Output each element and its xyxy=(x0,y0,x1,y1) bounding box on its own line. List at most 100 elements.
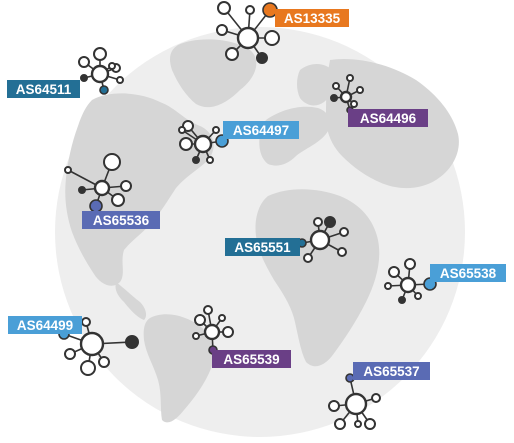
as65538-node xyxy=(414,292,422,300)
as13335-attach-node xyxy=(262,2,278,18)
as64497-node xyxy=(179,137,193,151)
as13335-node xyxy=(216,24,228,36)
as65539-node xyxy=(192,332,200,340)
as65551-cluster[interactable]: AS65551 xyxy=(225,216,349,263)
landmass-north-america xyxy=(65,93,214,286)
as65551-label-box xyxy=(225,238,300,256)
as65537-label: AS65537 xyxy=(363,364,419,379)
as64499-node xyxy=(81,317,91,327)
as65537-label-box xyxy=(353,362,430,380)
as64511-node xyxy=(80,74,88,82)
as64497-node xyxy=(178,126,186,134)
as64496-node xyxy=(356,86,364,94)
as65537-node xyxy=(334,418,346,430)
as65536-node xyxy=(64,166,72,174)
as65537-attach-node xyxy=(345,373,355,383)
as64497-node xyxy=(212,126,220,134)
as65537-cluster[interactable]: AS65537 xyxy=(328,362,430,430)
as13335-node xyxy=(225,47,239,61)
as64499-node xyxy=(125,335,139,349)
as13335-cluster[interactable]: AS13335 xyxy=(216,1,349,64)
as64511-node xyxy=(93,47,107,61)
landmass-scandinavia xyxy=(297,64,335,106)
as65539-node xyxy=(194,314,206,326)
as65537-hub-node xyxy=(344,392,368,416)
as64511-node xyxy=(78,56,90,68)
as65539-label-box xyxy=(212,350,291,368)
as65536-label: AS65536 xyxy=(93,213,150,228)
as64511-node xyxy=(108,62,116,70)
as64497-cluster[interactable]: AS64497 xyxy=(178,120,299,164)
as65539-node xyxy=(222,326,234,338)
as65536-node xyxy=(120,180,132,192)
as64497-label-box xyxy=(223,121,299,139)
as65536-node xyxy=(78,186,86,194)
as64499-node xyxy=(64,348,76,360)
as65551-node xyxy=(337,247,347,257)
as64511-node xyxy=(116,76,124,84)
as64511-label-box xyxy=(7,80,80,98)
as64499-cluster[interactable]: AS64499 xyxy=(8,316,139,376)
as64511-hub-node xyxy=(90,64,110,84)
as64511-label: AS64511 xyxy=(16,82,72,97)
as13335-node xyxy=(245,5,255,15)
as64499-label: AS64499 xyxy=(17,318,73,333)
as65538-node xyxy=(384,282,392,290)
as64497-node xyxy=(206,156,214,164)
as13335-label: AS13335 xyxy=(284,11,341,26)
as65538-hub-node xyxy=(399,276,417,294)
as13335-label-box xyxy=(275,9,349,27)
as64497-label: AS64497 xyxy=(233,123,289,138)
as64496-node xyxy=(346,74,354,82)
as65539-hub-node xyxy=(203,323,221,341)
as65536-node xyxy=(111,193,125,207)
as64496-node xyxy=(350,100,358,108)
as65551-node xyxy=(324,216,336,228)
as65537-node xyxy=(371,393,381,403)
as64497-node xyxy=(192,156,200,164)
as65539-label: AS65539 xyxy=(223,352,279,367)
as65537-node xyxy=(364,418,376,430)
as64496-node xyxy=(332,82,340,90)
as65551-node xyxy=(339,227,349,237)
as65539-node xyxy=(218,314,226,322)
as64499-node xyxy=(80,360,96,376)
as13335-node xyxy=(256,52,268,64)
as65536-label-box xyxy=(82,211,160,229)
as65538-node xyxy=(388,266,400,278)
as64499-node xyxy=(98,356,110,368)
as65551-node xyxy=(303,253,313,263)
as13335-node xyxy=(217,1,231,15)
as65539-node xyxy=(203,305,213,315)
landmass-south-america xyxy=(143,314,214,423)
as64496-label-box xyxy=(348,109,428,127)
as65538-node xyxy=(404,258,416,270)
as13335-node xyxy=(264,30,280,46)
as65537-node xyxy=(328,400,340,412)
as65537-node xyxy=(354,420,362,428)
as65538-label: AS65538 xyxy=(440,266,497,281)
as65536-attach-node xyxy=(89,199,103,213)
as64499-hub-node xyxy=(79,331,105,357)
landmass-central-america xyxy=(115,282,147,320)
as65538-node xyxy=(398,296,406,304)
as64499-label-box xyxy=(8,316,82,334)
as65551-label: AS65551 xyxy=(234,240,291,255)
as64496-cluster[interactable]: AS64496 xyxy=(330,74,428,127)
as64496-node xyxy=(330,94,338,102)
as64511-cluster[interactable]: AS64511 xyxy=(7,47,124,98)
as64496-hub-node xyxy=(339,90,353,104)
as65538-cluster[interactable]: AS65538 xyxy=(384,258,506,304)
as65538-label-box xyxy=(430,264,506,282)
as65536-hub-node xyxy=(93,179,111,197)
as13335-hub-node xyxy=(236,26,260,50)
as64497-hub-node xyxy=(193,134,213,154)
as65536-node xyxy=(103,153,121,171)
as65539-cluster[interactable]: AS65539 xyxy=(192,305,291,368)
as65536-cluster[interactable]: AS65536 xyxy=(64,153,160,229)
as64496-label: AS64496 xyxy=(360,111,417,126)
as65551-node xyxy=(313,217,323,227)
as64511-attach-node xyxy=(99,85,109,95)
as65551-hub-node xyxy=(309,229,331,251)
